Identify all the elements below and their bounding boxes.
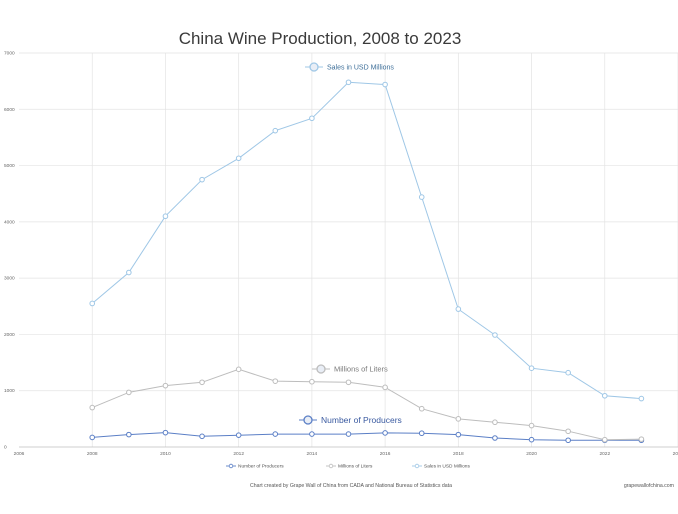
source-note: Chart created by Grape Wall of China fro… — [250, 483, 452, 489]
y-tick-label: 4000 — [4, 219, 15, 225]
series-line — [91, 81, 642, 400]
y-tick-label: 5000 — [4, 163, 15, 169]
data-point — [455, 306, 462, 312]
y-tick-label: 7000 — [4, 51, 15, 57]
data-point — [199, 433, 205, 440]
series-lines — [89, 79, 645, 444]
series-label: Millions of Liters — [334, 365, 388, 374]
x-tick-label: 2024 — [673, 451, 678, 457]
data-point — [126, 389, 132, 396]
data-point — [235, 366, 242, 373]
data-point — [528, 422, 535, 429]
data-point — [492, 419, 498, 426]
data-point — [638, 436, 645, 442]
data-point — [199, 379, 205, 386]
x-tick-label: 2008 — [87, 451, 98, 457]
data-point — [199, 176, 205, 183]
data-point — [345, 79, 352, 86]
y-tick-label: 2000 — [4, 332, 15, 338]
data-point — [638, 395, 645, 402]
data-point — [89, 434, 96, 441]
data-point — [272, 378, 279, 384]
x-tick-label: 2022 — [599, 451, 610, 457]
y-tick-label: 3000 — [4, 276, 15, 282]
data-point — [235, 432, 242, 438]
data-point — [126, 269, 132, 276]
series-label: Sales in USD Millions — [327, 64, 394, 71]
data-point — [601, 436, 608, 443]
axes: 0 1000 2000 3000 4000 5000 6000 7000 2006 2008 201… — [4, 51, 678, 457]
legend-label: Number of Producers — [238, 464, 284, 470]
legend-marker — [414, 463, 420, 469]
series-line — [92, 432, 642, 441]
legend-marker — [228, 463, 234, 469]
legend-label: Millions of Liters — [338, 464, 373, 470]
data-point — [162, 429, 169, 436]
data-point — [418, 194, 425, 200]
data-point — [382, 430, 388, 436]
x-tick-label: 2006 — [14, 451, 25, 457]
grid — [19, 52, 678, 447]
data-point — [455, 416, 462, 422]
data-point — [272, 127, 279, 134]
data-point — [345, 431, 352, 437]
data-point — [492, 435, 498, 441]
data-point — [89, 404, 96, 411]
data-point — [601, 392, 608, 399]
series-label-marker — [316, 364, 326, 374]
data-point — [309, 431, 315, 437]
data-point — [126, 431, 132, 438]
y-tick-label: 6000 — [4, 107, 15, 113]
legend-label: Sales in USD Millions — [424, 464, 470, 470]
data-point — [309, 378, 315, 385]
series-label-marker — [309, 62, 319, 72]
data-point — [528, 436, 535, 443]
y-tick-label: 1000 — [4, 388, 15, 394]
data-point — [162, 382, 169, 389]
data-point — [565, 428, 571, 435]
x-tick-label: 2018 — [453, 451, 464, 457]
x-tick-label: 2020 — [526, 451, 537, 457]
x-tick-label: 2012 — [233, 451, 244, 457]
data-point — [89, 300, 96, 307]
legend: Number of Producers Millions of Liters Sal… — [226, 464, 470, 470]
y-tick-label: 0 — [4, 445, 7, 451]
series-line — [92, 368, 642, 441]
data-point — [309, 115, 315, 122]
data-point — [418, 405, 425, 412]
data-point — [345, 379, 352, 386]
data-point — [455, 431, 462, 438]
chart-title: China Wine Production, 2008 to 2023 — [179, 29, 462, 48]
series-labels: Number of Producers Millions of Liters Sal… — [299, 62, 402, 425]
data-point — [528, 365, 535, 372]
data-point — [272, 431, 279, 437]
series-label: Number of Producers — [321, 415, 402, 425]
data-point — [565, 369, 571, 376]
site-credit: grapewallofchina.com — [624, 483, 674, 489]
legend-marker — [328, 463, 334, 469]
x-tick-label: 2010 — [160, 451, 171, 457]
series-label-marker — [303, 415, 313, 425]
data-point — [492, 332, 498, 338]
data-point — [162, 213, 169, 220]
data-point — [565, 437, 571, 444]
x-tick-label: 2014 — [307, 451, 318, 457]
data-point — [418, 430, 425, 437]
data-point — [235, 155, 242, 162]
data-point — [382, 384, 388, 391]
x-tick-label: 2016 — [380, 451, 391, 457]
data-point — [382, 81, 388, 88]
